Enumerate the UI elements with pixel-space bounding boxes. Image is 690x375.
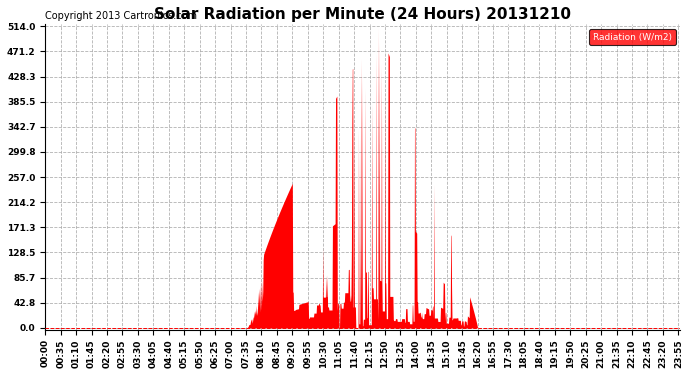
Title: Solar Radiation per Minute (24 Hours) 20131210: Solar Radiation per Minute (24 Hours) 20… (154, 7, 571, 22)
Text: Copyright 2013 Cartronics.com: Copyright 2013 Cartronics.com (46, 12, 197, 21)
Legend: Radiation (W/m2): Radiation (W/m2) (589, 29, 676, 45)
